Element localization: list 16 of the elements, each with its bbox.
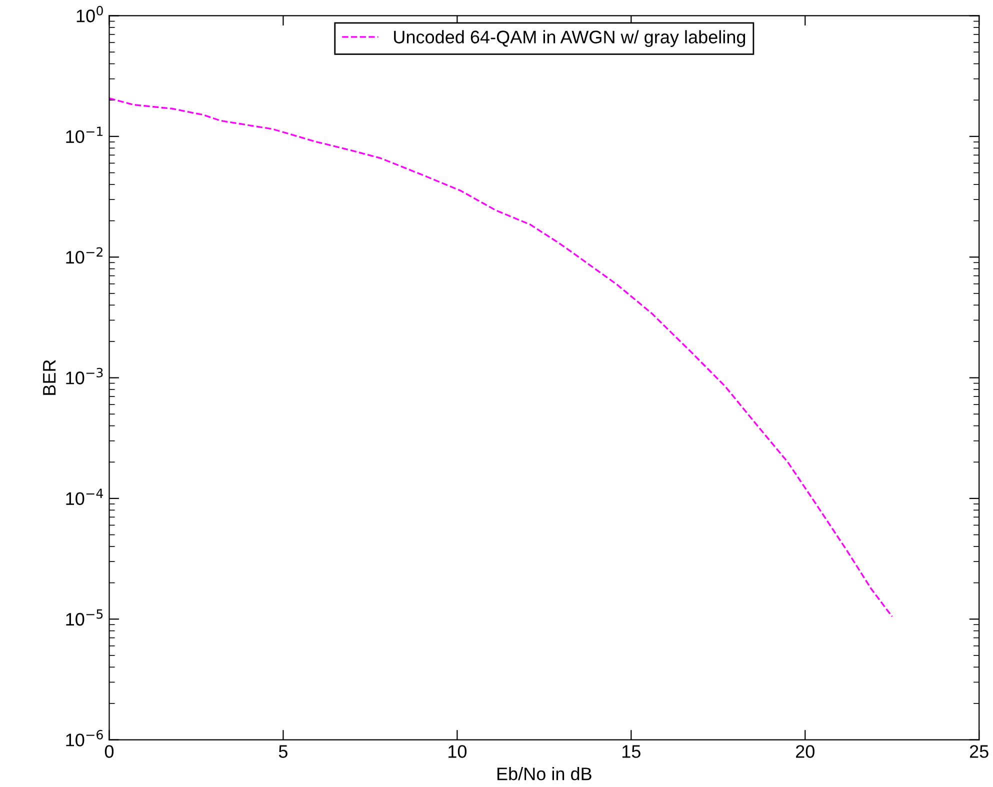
x-axis-title: Eb/No in dB [497,767,592,780]
x-tick-label: 15 [622,745,640,758]
x-tick-label: 20 [796,745,814,758]
x-tick-label: 10 [448,745,467,758]
y-tick-label: 10$^{−3}$ [66,368,103,384]
y-tick-label: 10$^{0}$ [76,6,103,22]
x-tick-label: 25 [970,745,988,758]
legend-label: Uncoded 64-QAM in AWGN w/ gray labeling [394,30,746,48]
y-axis-title: BER [43,360,56,395]
x-tick-label: 0 [104,745,114,758]
y-tick-label: 10$^{−4}$ [66,488,104,506]
y-tick-label: 10$^{−1}$ [66,126,103,144]
y-tick-label: 10$^{−2}$ [66,247,102,264]
x-tick-label: 5 [278,745,288,758]
y-tick-label: 10$^{−6}$ [66,730,103,746]
y-tick-label: 10$^{−5}$ [66,609,103,626]
